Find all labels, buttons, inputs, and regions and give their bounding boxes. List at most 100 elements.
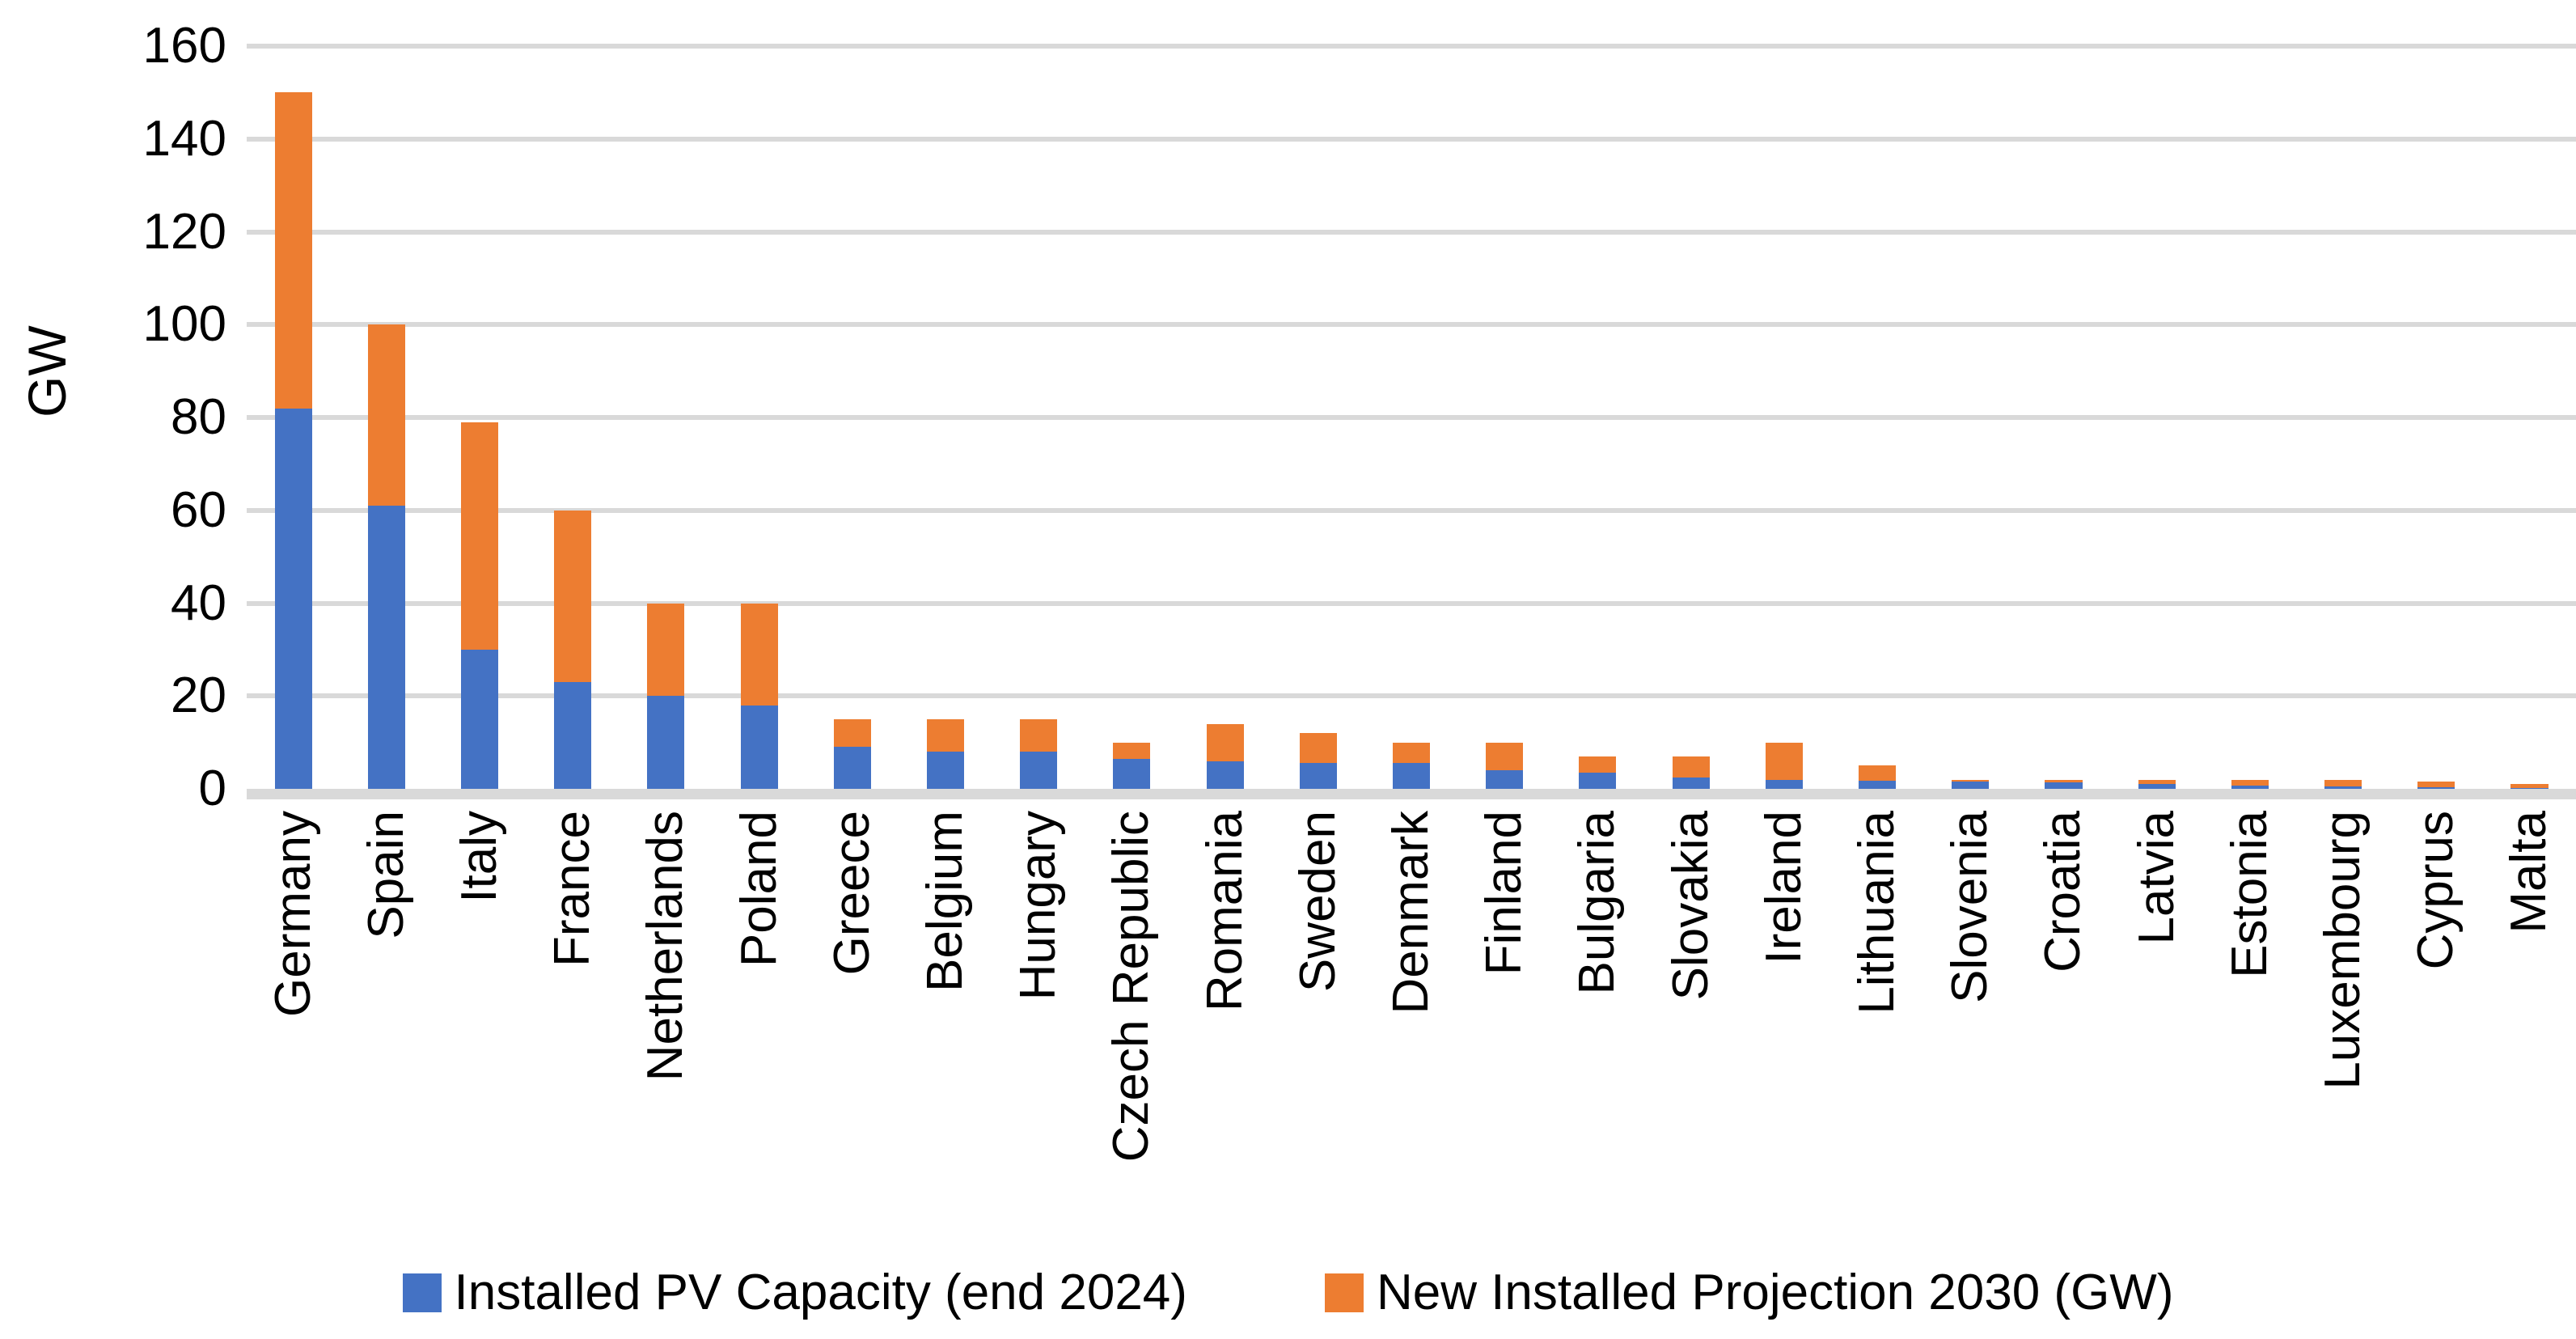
x-label-cell-greece: Greece <box>806 811 899 975</box>
bar-segment-projection-czech-republic <box>1113 742 1151 759</box>
y-tick-label-0: 0 <box>198 761 226 816</box>
bar-segment-installed-croatia <box>2045 782 2083 789</box>
legend-swatch-icon <box>402 1273 442 1312</box>
bar-stack-malta <box>2510 784 2549 789</box>
y-tick-label-140: 140 <box>142 110 226 167</box>
bar-column-sweden <box>1271 46 1364 789</box>
bar-segment-projection-greece <box>833 718 871 748</box>
bar-segment-projection-netherlands <box>647 603 685 697</box>
x-label-italy: Italy <box>451 811 507 903</box>
x-label-hungary: Hungary <box>1010 811 1067 1001</box>
y-tick-label-120: 120 <box>142 203 226 260</box>
x-label-cell-malta: Malta <box>2483 811 2576 934</box>
bar-segment-projection-italy <box>460 422 499 650</box>
bar-segment-installed-france <box>554 682 592 789</box>
x-label-greece: Greece <box>823 811 880 976</box>
bar-stack-croatia <box>2045 779 2083 789</box>
x-label-cell-romania: Romania <box>1178 811 1271 1011</box>
x-label-cell-italy: Italy <box>433 811 526 903</box>
bar-stack-hungary <box>1020 718 1058 789</box>
bar-stack-finland <box>1486 742 1524 789</box>
bar-column-netherlands <box>620 46 713 789</box>
bar-segment-installed-greece <box>833 747 871 789</box>
bar-column-belgium <box>899 46 992 789</box>
bar-segment-projection-france <box>554 510 592 683</box>
bar-segment-installed-hungary <box>1020 752 1058 789</box>
bar-segment-installed-cyprus <box>2417 787 2455 789</box>
bars-row <box>247 46 2576 789</box>
bar-column-spain <box>340 46 433 789</box>
bar-segment-installed-malta <box>2510 788 2549 789</box>
bar-segment-projection-slovenia <box>1952 779 1990 782</box>
x-axis-category-labels: Germany Spain Italy France Netherlands Poland… <box>247 811 2576 1162</box>
bar-column-greece <box>806 46 899 789</box>
legend-label: Installed PV Capacity (end 2024) <box>454 1265 1187 1320</box>
bar-column-cyprus <box>2390 46 2483 789</box>
legend: Installed PV Capacity (end 2024) New Inst… <box>0 1264 2576 1322</box>
x-label-latvia: Latvia <box>2128 811 2185 945</box>
bar-segment-projection-luxembourg <box>2324 779 2362 786</box>
gridline-100 <box>247 322 2576 328</box>
bar-segment-installed-estonia <box>2231 785 2269 789</box>
bar-segment-projection-sweden <box>1299 733 1337 764</box>
bar-stack-czech-republic <box>1113 742 1151 789</box>
bar-segment-projection-belgium <box>926 718 965 752</box>
bar-stack-bulgaria <box>1579 756 1617 789</box>
x-label-czech-republic: Czech Republic <box>1103 811 1160 1163</box>
x-label-finland: Finland <box>1476 811 1533 976</box>
bar-column-lithuania <box>1830 46 1923 789</box>
bar-segment-projection-lithuania <box>1859 765 1897 782</box>
bar-column-slovenia <box>1924 46 2017 789</box>
x-label-cell-czech-republic: Czech Republic <box>1085 811 1178 1162</box>
y-tick-label-20: 20 <box>171 667 226 724</box>
plot-area <box>247 44 2576 799</box>
x-label-cell-poland: Poland <box>713 811 806 967</box>
legend-item-new-installed-projection-2030-gw-: New Installed Projection 2030 (GW) <box>1324 1264 2173 1322</box>
bar-segment-projection-cyprus <box>2417 782 2455 788</box>
bar-stack-france <box>554 510 592 789</box>
x-label-france: France <box>544 811 601 967</box>
bar-segment-projection-romania <box>1206 723 1244 761</box>
x-label-slovakia: Slovakia <box>1662 811 1719 1001</box>
bar-segment-projection-latvia <box>2138 779 2176 785</box>
bar-segment-projection-spain <box>367 324 405 506</box>
bar-column-czech-republic <box>1085 46 1178 789</box>
x-label-netherlands: Netherlands <box>637 811 694 1082</box>
bar-segment-projection-estonia <box>2231 779 2269 786</box>
bar-column-finland <box>1458 46 1551 789</box>
x-label-cell-france: France <box>527 811 620 967</box>
bar-segment-installed-italy <box>460 649 499 789</box>
x-label-cell-sweden: Sweden <box>1271 811 1364 992</box>
bar-column-malta <box>2483 46 2576 789</box>
bar-segment-projection-ireland <box>1765 742 1803 780</box>
bar-segment-installed-latvia <box>2138 784 2176 789</box>
bar-stack-slovakia <box>1672 756 1710 789</box>
bar-column-germany <box>247 46 340 789</box>
y-tick-label-100: 100 <box>142 296 226 353</box>
x-label-cell-spain: Spain <box>340 811 433 939</box>
bar-segment-installed-ireland <box>1765 779 1803 789</box>
bar-segment-projection-poland <box>740 603 778 706</box>
x-label-cell-bulgaria: Bulgaria <box>1551 811 1644 994</box>
bar-stack-spain <box>367 324 405 789</box>
x-label-romania: Romania <box>1196 811 1253 1012</box>
gridline-140 <box>247 136 2576 142</box>
x-label-cell-cyprus: Cyprus <box>2390 811 2483 969</box>
x-label-slovenia: Slovenia <box>1942 811 1999 1003</box>
x-label-poland: Poland <box>730 811 787 968</box>
bar-stack-estonia <box>2231 779 2269 789</box>
bar-stack-luxembourg <box>2324 779 2362 789</box>
bar-segment-installed-denmark <box>1393 763 1431 789</box>
x-label-cyprus: Cyprus <box>2408 811 2464 970</box>
bar-column-denmark <box>1364 46 1457 789</box>
bar-segment-installed-czech-republic <box>1113 758 1151 789</box>
gridline-40 <box>247 600 2576 606</box>
bar-stack-sweden <box>1299 733 1337 789</box>
y-tick-label-160: 160 <box>142 18 226 74</box>
bar-stack-italy <box>460 422 499 789</box>
bar-stack-lithuania <box>1859 765 1897 789</box>
bar-segment-projection-croatia <box>2045 779 2083 782</box>
bar-column-latvia <box>2110 46 2203 789</box>
x-label-cell-germany: Germany <box>247 811 340 1017</box>
